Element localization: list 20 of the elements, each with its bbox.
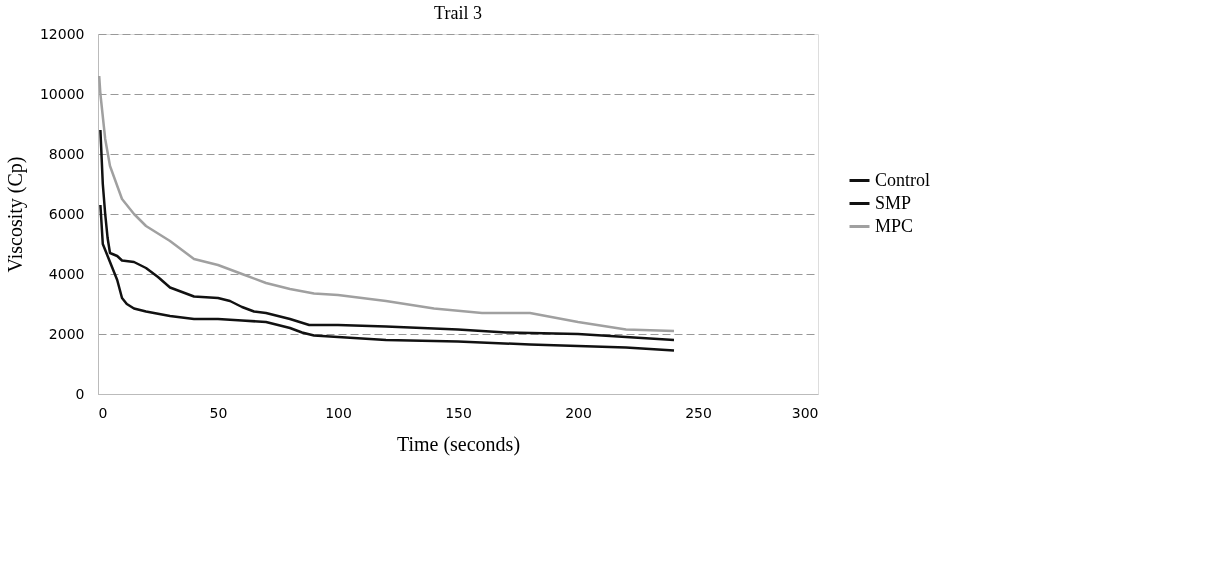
x-axis-title: Time (seconds) [396, 432, 521, 456]
y-tick-label: 6000 [48, 205, 85, 222]
x-tick-label: 200 [565, 404, 592, 421]
legend-label: SMP [875, 192, 912, 213]
x-tick-label: 150 [445, 404, 472, 421]
y-axis-title: Viscosity (Cp) [3, 156, 27, 273]
chart-title: Trail 3 [434, 3, 482, 23]
x-tick-label: 100 [325, 404, 352, 421]
x-tick-label: 0 [98, 404, 108, 421]
legend-label: Control [875, 169, 931, 190]
legend-label: MPC [875, 215, 914, 236]
x-tick-label: 250 [685, 404, 712, 421]
x-tick-label: 50 [209, 404, 228, 421]
y-tick-label: 12000 [39, 25, 85, 42]
y-tick-label: 4000 [48, 265, 85, 282]
y-tick-label: 2000 [48, 325, 85, 342]
y-tick-label: 10000 [39, 85, 85, 102]
x-tick-label: 300 [791, 404, 819, 421]
y-tick-label: 0 [75, 385, 85, 402]
y-tick-label: 8000 [48, 145, 85, 162]
